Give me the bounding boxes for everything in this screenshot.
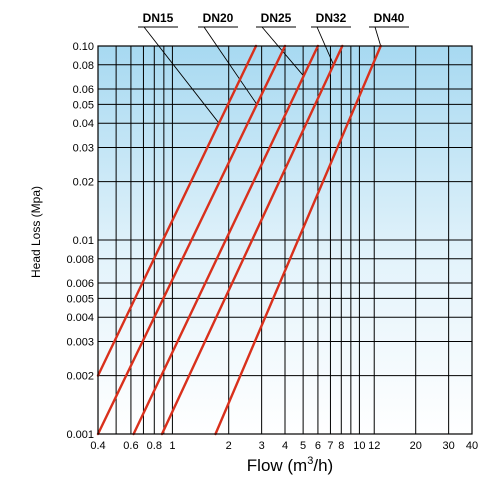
x-tick-label: 20 (410, 440, 422, 452)
x-axis-title-main: Flow (m (247, 456, 307, 475)
series-label-dn25: DN25 (261, 11, 292, 25)
leader-line-dn20 (198, 26, 258, 105)
y-tick-label: 0.003 (66, 336, 94, 348)
x-tick-label: 10 (353, 440, 365, 452)
y-tick-label: 0.03 (73, 142, 94, 154)
series-line-dn20 (96, 44, 287, 436)
x-tick-label: 4 (282, 440, 288, 452)
y-tick-label: 0.004 (66, 312, 94, 324)
y-tick-label: 0.06 (73, 84, 94, 96)
y-tick-label: 0.04 (73, 118, 94, 130)
series-label-dn20: DN20 (203, 11, 234, 25)
x-axis-title-tail: /h) (313, 456, 333, 475)
x-tick-label: 0.8 (147, 440, 162, 452)
series-labels: DN15 DN20 DN25 DN32 DN40 (143, 11, 405, 25)
x-tick-label: 2 (226, 440, 232, 452)
y-tick-label: 0.002 (66, 371, 94, 383)
y-tick-label: 0.006 (66, 278, 94, 290)
y-tick-label: 0.005 (66, 293, 94, 305)
x-tick-label: 0.6 (123, 440, 138, 452)
series-line-dn32 (160, 44, 344, 436)
series-label-dn40: DN40 (374, 11, 405, 25)
series-line-dn25 (132, 44, 320, 436)
y-axis-title: Head Loss (Mpa) (29, 186, 43, 278)
x-tick-label: 0.4 (90, 440, 105, 452)
y-tick-labels: 0.001 0.002 0.003 0.004 0.005 0.006 0.008 0.01 0… (66, 41, 94, 441)
x-tick-label: 7 (327, 440, 333, 452)
x-tick-label: 30 (443, 440, 455, 452)
y-tick-label: 0.008 (66, 254, 94, 266)
plot-frame (97, 45, 473, 435)
series-lines (96, 44, 382, 436)
series-label-dn15: DN15 (143, 11, 174, 25)
y-tick-label: 0.02 (73, 177, 94, 189)
label-leader-lines (138, 26, 409, 124)
x-tick-labels: 0.4 0.6 0.8 1 2 3 4 5 6 7 8 10 12 20 30 40 (90, 440, 478, 452)
leader-line-dn40 (369, 26, 409, 47)
y-tick-label: 0.10 (73, 41, 94, 53)
grid (97, 45, 473, 435)
x-axis-title-superscript: 3 (307, 455, 313, 467)
x-tick-label: 40 (466, 440, 478, 452)
y-tick-label: 0.01 (73, 235, 94, 247)
series-line-dn40 (214, 44, 382, 436)
x-tick-label: 6 (315, 440, 321, 452)
x-axis-title: Flow (m3/h) (247, 455, 333, 475)
x-tick-label: 12 (368, 440, 380, 452)
x-tick-label: 8 (338, 440, 344, 452)
x-tick-label: 3 (259, 440, 265, 452)
leader-line-dn15 (138, 26, 220, 124)
series-line-dn15 (96, 44, 258, 377)
x-tick-label: 1 (169, 440, 175, 452)
y-tick-label: 0.08 (73, 60, 94, 72)
y-tick-label: 0.001 (66, 429, 94, 441)
x-tick-label: 5 (300, 440, 306, 452)
series-label-dn32: DN32 (316, 11, 347, 25)
y-tick-label: 0.05 (73, 99, 94, 111)
